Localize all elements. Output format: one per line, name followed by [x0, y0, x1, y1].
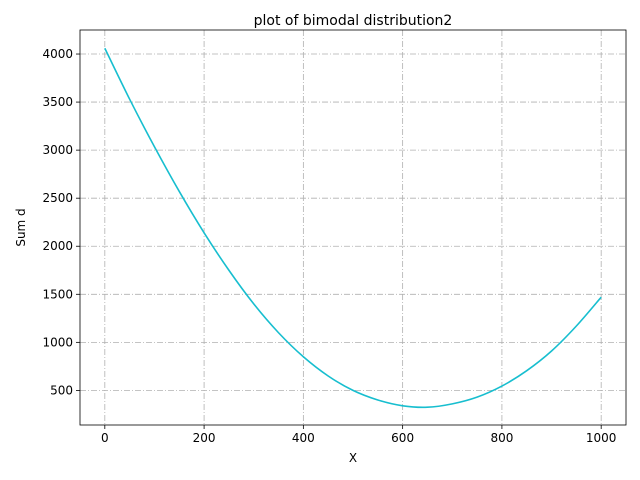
plot-frame — [79, 29, 627, 426]
data-series — [104, 47, 602, 409]
x-tick-label: 200 — [193, 431, 216, 445]
x-tick-label: 600 — [391, 431, 414, 445]
series-line — [104, 47, 602, 409]
chart-title: plot of bimodal distribution2 — [254, 13, 453, 29]
x-tick-label: 800 — [490, 431, 513, 445]
grid-lines — [80, 30, 626, 425]
y-tick-label: 500 — [50, 383, 73, 397]
y-tick-label: 4000 — [42, 47, 73, 61]
y-tick-label: 3500 — [42, 95, 73, 109]
x-tick-label: 1000 — [586, 431, 617, 445]
x-tick-label: 0 — [101, 431, 109, 445]
y-axis-ticks: 500 1000 1500 2000 2500 3000 3500 4000 — [42, 47, 80, 397]
x-axis-label: X — [349, 451, 357, 465]
y-axis-label: Sum d — [14, 208, 28, 246]
y-tick-label: 2500 — [42, 191, 73, 205]
y-tick-label: 3000 — [42, 143, 73, 157]
x-axis-ticks: 0 200 400 600 800 1000 — [101, 425, 616, 445]
y-tick-label: 1500 — [42, 287, 73, 301]
x-tick-label: 400 — [292, 431, 315, 445]
y-tick-label: 1000 — [42, 335, 73, 349]
y-tick-label: 2000 — [42, 239, 73, 253]
